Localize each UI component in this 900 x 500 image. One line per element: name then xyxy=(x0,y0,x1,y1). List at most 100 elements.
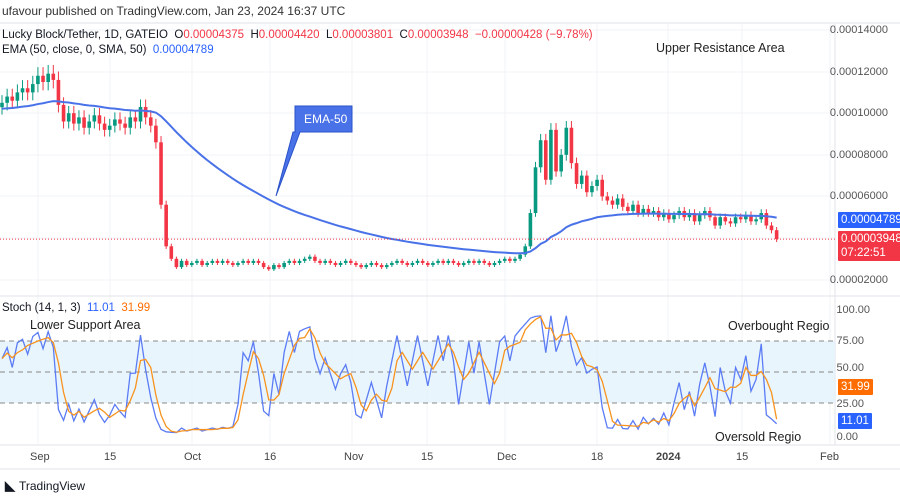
candle xyxy=(231,262,235,266)
candle xyxy=(615,198,620,205)
candle xyxy=(513,258,517,261)
candle xyxy=(502,258,507,261)
candle xyxy=(472,260,476,263)
candle xyxy=(400,260,404,263)
last-price-tag: 0.00003948 07:22:51 xyxy=(838,231,900,261)
candle xyxy=(549,129,553,180)
open-value: 0.00004375 xyxy=(183,29,245,41)
price-tick: 0.00002000 xyxy=(829,274,888,286)
stoch-tick: 75.00 xyxy=(836,335,864,347)
stoch-tick: 100.00 xyxy=(836,304,870,316)
time-tick: 16 xyxy=(264,451,277,463)
stoch-d-line xyxy=(1,315,778,433)
ema-value: 0.00004789 xyxy=(152,44,214,56)
lower-support-annotation: Lower Support Area xyxy=(30,318,141,332)
candle xyxy=(97,115,102,124)
symbol-name: Lucky Block/Tether, 1D, GATEIO xyxy=(2,29,168,41)
candle xyxy=(195,260,199,263)
tradingview-logo[interactable]: ◣ TradingView xyxy=(5,478,85,494)
candle xyxy=(384,265,389,268)
time-tick: Nov xyxy=(344,451,364,463)
candle xyxy=(374,262,379,266)
candle xyxy=(749,215,753,222)
candle xyxy=(308,256,312,259)
candle xyxy=(266,267,271,270)
ema-50-line xyxy=(1,100,777,255)
stoch-k-value: 11.01 xyxy=(87,302,115,314)
candle xyxy=(343,260,348,263)
time-tick: Sep xyxy=(30,451,50,463)
ema-callout-text: EMA-50 xyxy=(304,112,348,126)
candle xyxy=(446,260,451,263)
candle xyxy=(487,262,492,266)
candle xyxy=(20,88,25,93)
stoch-tick: 0.00 xyxy=(836,431,858,443)
candle xyxy=(590,186,594,193)
ema-label: EMA (50, close, 0, SMA, 50) xyxy=(2,44,147,56)
candle xyxy=(66,113,71,122)
candle xyxy=(687,213,692,218)
candle xyxy=(364,265,369,268)
candle xyxy=(518,254,522,259)
candle xyxy=(102,123,107,130)
change-value: −0.00000428 (−9.78%) xyxy=(474,29,593,41)
stoch-tick: 50.00 xyxy=(836,362,864,374)
price-tick: 0.00008000 xyxy=(829,149,888,161)
candle xyxy=(138,106,143,122)
candle xyxy=(236,262,240,266)
candle xyxy=(30,84,35,93)
upper-resistance-annotation: Upper Resistance Area xyxy=(656,41,785,55)
time-tick: Feb xyxy=(820,451,839,463)
candle xyxy=(87,121,92,128)
candle xyxy=(636,204,640,214)
candle xyxy=(77,117,81,124)
candle xyxy=(46,73,50,82)
time-tick: Oct xyxy=(184,451,202,463)
candle xyxy=(220,260,225,263)
candle xyxy=(626,206,630,211)
candle xyxy=(313,256,317,261)
candle xyxy=(508,258,512,261)
candle xyxy=(774,230,779,240)
candle xyxy=(410,262,415,266)
bar-countdown: 07:22:51 xyxy=(841,247,886,259)
price-tick: 0.00012000 xyxy=(829,66,888,78)
time-tick: 18 xyxy=(591,451,604,463)
candle xyxy=(641,208,646,214)
candle xyxy=(128,117,133,128)
candle xyxy=(600,179,605,197)
candle xyxy=(133,117,138,122)
price-tick: 0.00010000 xyxy=(829,107,888,119)
candle xyxy=(143,106,148,118)
low-value: 0.00003801 xyxy=(332,29,394,41)
oversold-annotation: Oversold Regio xyxy=(715,430,802,444)
candle xyxy=(697,215,702,222)
candle xyxy=(333,262,338,266)
candle xyxy=(728,221,733,224)
time-tick: 15 xyxy=(104,451,117,463)
candle xyxy=(533,167,538,214)
candle xyxy=(261,262,266,268)
candle xyxy=(595,179,599,186)
candle xyxy=(543,140,548,180)
candle xyxy=(154,125,158,143)
close-label: C xyxy=(399,29,408,41)
last-price: 0.00003948 xyxy=(841,233,900,245)
candle xyxy=(36,75,40,85)
publish-header: ufavour published on TradingView.com, Ja… xyxy=(0,0,900,24)
candle xyxy=(738,217,743,220)
candle xyxy=(631,204,635,211)
candle xyxy=(0,102,4,108)
candle xyxy=(492,262,497,266)
candle xyxy=(159,142,163,205)
candle xyxy=(554,129,558,172)
candle xyxy=(395,260,399,263)
candle xyxy=(718,217,722,226)
open-label: O xyxy=(174,29,184,41)
candle xyxy=(723,217,728,222)
candle xyxy=(277,265,281,268)
high-label: H xyxy=(250,29,259,41)
candle xyxy=(528,213,533,247)
candle xyxy=(661,213,666,218)
